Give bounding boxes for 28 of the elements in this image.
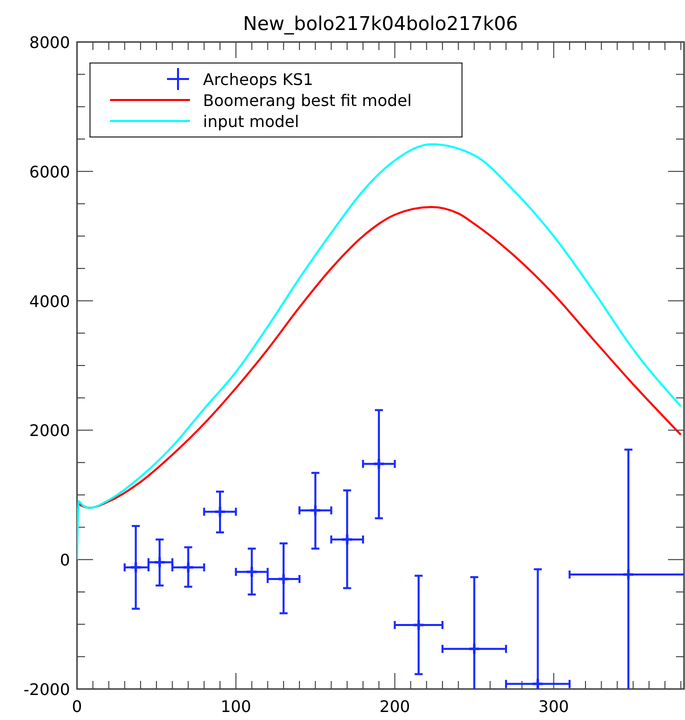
point — [468, 642, 480, 656]
legend-label: Boomerang best fit model — [203, 91, 412, 110]
y-tick-label: 6000 — [29, 162, 70, 182]
point — [182, 561, 194, 574]
y-tick-label: 0 — [60, 550, 70, 570]
y-tick-label: -2000 — [24, 680, 70, 699]
point — [130, 561, 142, 574]
legend-label: input model — [203, 112, 300, 131]
point — [277, 572, 290, 586]
line-series — [77, 206, 682, 509]
line-series — [77, 143, 682, 561]
x-tick-label: 0 — [72, 697, 82, 716]
point — [622, 568, 635, 581]
point — [340, 533, 354, 546]
point — [246, 566, 258, 578]
legend-label: Archeops KS1 — [203, 70, 314, 89]
point — [412, 618, 425, 632]
y-tick-label: 4000 — [29, 292, 70, 311]
x-tick-label: 300 — [538, 697, 569, 716]
y-tick-label: 2000 — [29, 421, 70, 440]
chart-title: New_bolo217k04bolo217k06 — [242, 13, 518, 35]
point — [153, 556, 166, 568]
point — [309, 504, 322, 517]
point — [214, 505, 226, 518]
x-tick-label: 100 — [220, 697, 252, 716]
point — [372, 458, 386, 470]
x-tick-label: 200 — [380, 697, 410, 716]
y-tick-label: 8000 — [29, 33, 70, 52]
